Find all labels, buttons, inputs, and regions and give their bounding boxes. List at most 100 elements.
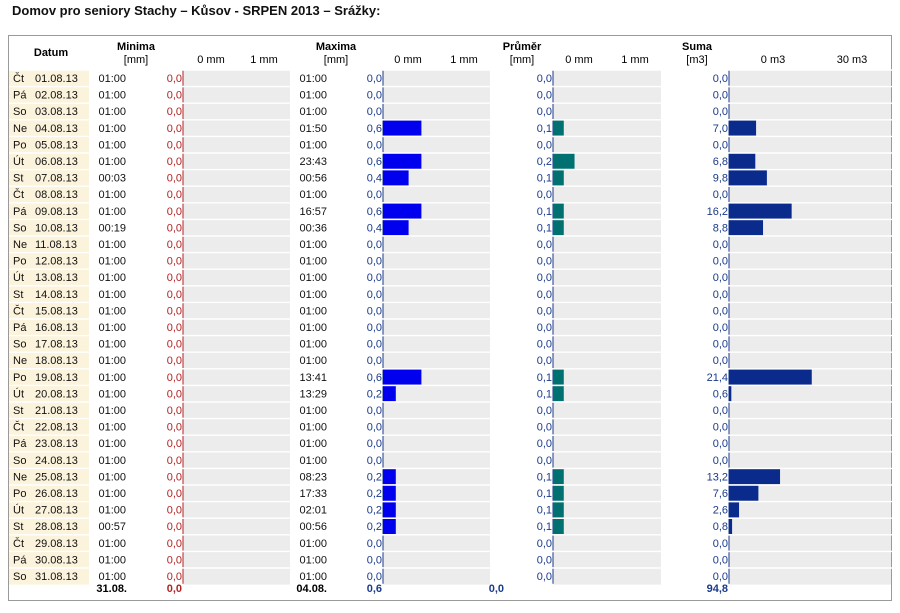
- table-row: Ne 11.08.13 01:00 0,0 01:00 0,0 0,0 0,0: [9, 235, 893, 252]
- date-label: 31.08.13: [35, 571, 78, 583]
- sum-bar: [729, 485, 759, 501]
- min-time: 01:00: [98, 322, 126, 334]
- sum-value: 0,0: [713, 422, 728, 434]
- sum-value: 0,0: [713, 106, 728, 118]
- min-time: 01:00: [98, 388, 126, 400]
- max-time: 01:00: [299, 305, 327, 317]
- min-value: 0,0: [167, 90, 182, 102]
- day-label: Pá: [13, 438, 27, 450]
- avg-value: 0,0: [537, 405, 552, 417]
- sum-value: 13,2: [707, 471, 728, 483]
- max-value: 0,0: [367, 305, 382, 317]
- sum-value: 0,0: [713, 571, 728, 583]
- max-bar: [383, 153, 422, 169]
- avg-value: 0,0: [537, 73, 552, 85]
- max-time: 01:00: [299, 438, 327, 450]
- header-maxima: Maxima: [316, 41, 357, 53]
- day-label: St: [13, 173, 23, 185]
- table-row: Út 13.08.13 01:00 0,0 01:00 0,0 0,0 0,0: [9, 268, 893, 285]
- min-time: 01:00: [98, 339, 126, 351]
- max-value: 0,0: [367, 405, 382, 417]
- max-time: 01:00: [299, 405, 327, 417]
- min-time: 01:00: [98, 438, 126, 450]
- min-value: 0,0: [167, 206, 182, 218]
- max-value: 0,4: [367, 173, 382, 185]
- min-time: 01:00: [98, 554, 126, 566]
- suma-bar-band: [729, 70, 891, 585]
- sum-value: 0,8: [713, 521, 728, 533]
- avg-value: 0,0: [537, 322, 552, 334]
- sum-value: 0,0: [713, 538, 728, 550]
- sum-value: 9,8: [713, 173, 728, 185]
- min-time: 01:00: [98, 139, 126, 151]
- header-suma-unit: [m3]: [686, 54, 707, 66]
- day-label: Út: [13, 504, 24, 517]
- scale-maxima-0: 0 mm: [394, 54, 422, 66]
- avg-value: 0,1: [537, 206, 552, 218]
- header-minima: Minima: [117, 41, 156, 53]
- day-label: So: [13, 571, 26, 583]
- max-bar: [383, 386, 396, 402]
- date-column-band: [9, 70, 89, 585]
- sum-value: 0,0: [713, 189, 728, 201]
- day-label: So: [13, 455, 26, 467]
- date-label: 19.08.13: [35, 372, 78, 384]
- avg-value: 0,0: [537, 289, 552, 301]
- avg-value: 0,0: [537, 554, 552, 566]
- min-value: 0,0: [167, 123, 182, 135]
- avg-value: 0,0: [537, 538, 552, 550]
- max-value: 0,0: [367, 239, 382, 251]
- sum-bar: [729, 170, 767, 186]
- min-time: 00:03: [98, 173, 126, 185]
- min-time: 01:00: [98, 272, 126, 284]
- total-avg-value: 0,0: [489, 583, 504, 595]
- min-value: 0,0: [167, 372, 182, 384]
- avg-value: 0,1: [537, 173, 552, 185]
- max-value: 0,2: [367, 505, 382, 517]
- min-value: 0,0: [167, 73, 182, 85]
- sum-value: 6,8: [713, 156, 728, 168]
- sum-value: 0,0: [713, 355, 728, 367]
- total-max-value: 0,6: [367, 583, 382, 595]
- date-label: 14.08.13: [35, 289, 78, 301]
- scale-minima-0: 0 mm: [197, 54, 225, 66]
- maxima-bar-band: [383, 70, 490, 585]
- min-value: 0,0: [167, 272, 182, 284]
- max-time: 01:00: [299, 455, 327, 467]
- avg-value: 0,0: [537, 106, 552, 118]
- max-time: 00:36: [299, 222, 327, 234]
- min-time: 01:00: [98, 505, 126, 517]
- max-time: 00:56: [299, 173, 327, 185]
- date-label: 15.08.13: [35, 305, 78, 317]
- min-time: 01:00: [98, 73, 126, 85]
- header-prumer: Průměr: [503, 41, 542, 53]
- total-sum-value: 94,8: [707, 583, 728, 595]
- table-row: Út 20.08.13 01:00 0,0 13:29 0,2 0,1 0,6: [9, 384, 893, 402]
- min-time: 01:00: [98, 538, 126, 550]
- max-time: 13:29: [299, 388, 327, 400]
- sum-value: 0,0: [713, 256, 728, 268]
- max-bar: [383, 220, 409, 236]
- min-time: 01:00: [98, 488, 126, 500]
- max-time: 01:50: [299, 123, 327, 135]
- scale-prumer-0: 0 mm: [565, 54, 593, 66]
- min-value: 0,0: [167, 455, 182, 467]
- max-time: 01:00: [299, 256, 327, 268]
- min-value: 0,0: [167, 322, 182, 334]
- avg-bar: [553, 485, 564, 501]
- table-row: So 17.08.13 01:00 0,0 01:00 0,0 0,0 0,0: [9, 334, 893, 352]
- max-time: 01:00: [299, 272, 327, 284]
- max-value: 0,0: [367, 73, 382, 85]
- min-time: 01:00: [98, 405, 126, 417]
- scale-maxima-1: 1 mm: [450, 54, 478, 66]
- date-label: 26.08.13: [35, 488, 78, 500]
- max-time: 01:00: [299, 139, 327, 151]
- sum-value: 0,0: [713, 322, 728, 334]
- day-label: Út: [13, 271, 24, 284]
- avg-value: 0,0: [537, 355, 552, 367]
- max-time: 01:00: [299, 90, 327, 102]
- max-value: 0,2: [367, 488, 382, 500]
- sum-value: 0,0: [713, 139, 728, 151]
- min-time: 01:00: [98, 422, 126, 434]
- min-time: 01:00: [98, 289, 126, 301]
